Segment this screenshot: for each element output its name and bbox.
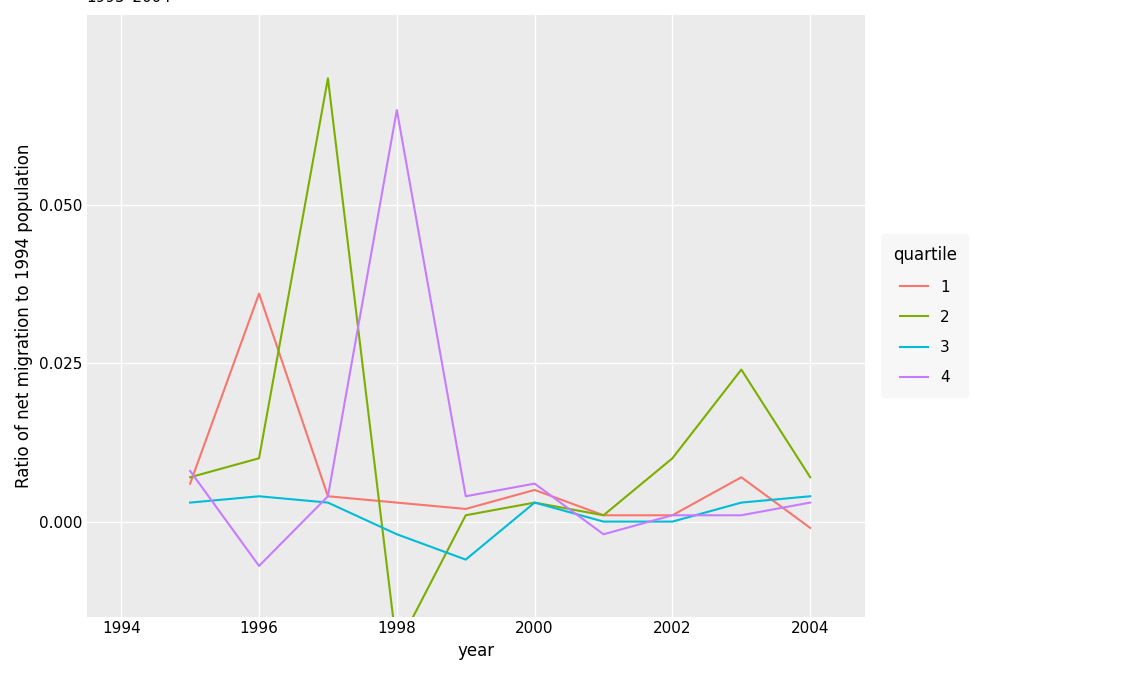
2	[459, 511, 473, 519]
2	[183, 473, 197, 481]
1	[597, 511, 611, 519]
4	[803, 499, 817, 507]
1	[803, 524, 817, 532]
Line: 2: 2	[190, 78, 810, 648]
1	[527, 486, 541, 494]
3	[183, 499, 197, 507]
Line: 3: 3	[190, 496, 810, 560]
1	[321, 492, 335, 500]
2	[597, 511, 611, 519]
4	[735, 511, 748, 519]
2	[390, 644, 403, 652]
4	[459, 492, 473, 500]
1	[735, 473, 748, 481]
3	[597, 518, 611, 526]
4	[390, 106, 403, 114]
2	[803, 473, 817, 481]
4	[527, 479, 541, 487]
3	[252, 492, 265, 500]
2	[527, 499, 541, 507]
3	[527, 499, 541, 507]
3	[459, 556, 473, 564]
3	[803, 492, 817, 500]
4	[183, 467, 197, 475]
X-axis label: year: year	[458, 642, 494, 660]
Text: 1995–2004: 1995–2004	[87, 0, 172, 5]
1	[390, 499, 403, 507]
3	[390, 530, 403, 538]
3	[321, 499, 335, 507]
4	[252, 562, 265, 570]
Line: 4: 4	[190, 110, 810, 566]
1	[665, 511, 679, 519]
2	[735, 366, 748, 374]
3	[735, 499, 748, 507]
4	[597, 530, 611, 538]
1	[183, 479, 197, 487]
2	[252, 454, 265, 462]
Legend: 1, 2, 3, 4: 1, 2, 3, 4	[880, 234, 969, 398]
4	[321, 492, 335, 500]
1	[252, 290, 265, 298]
2	[665, 454, 679, 462]
3	[665, 518, 679, 526]
2	[321, 74, 335, 82]
Line: 1: 1	[190, 294, 810, 528]
1	[459, 505, 473, 513]
4	[665, 511, 679, 519]
Y-axis label: Ratio of net migration to 1994 population: Ratio of net migration to 1994 populatio…	[15, 144, 33, 488]
